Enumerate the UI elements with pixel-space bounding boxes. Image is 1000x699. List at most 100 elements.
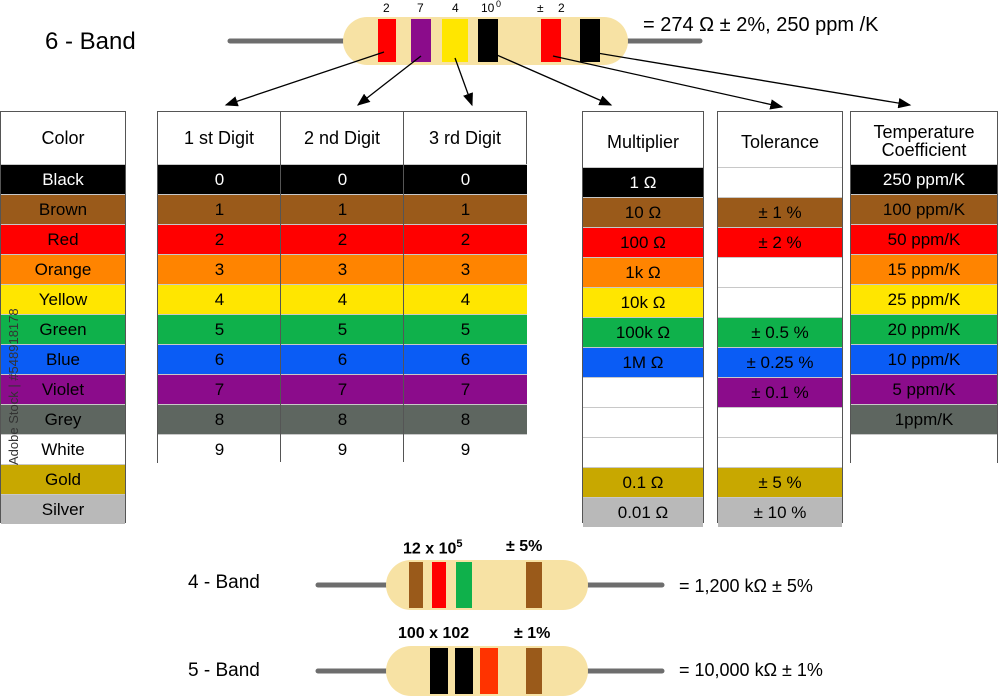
multiplier-header: Multiplier: [606, 132, 680, 152]
six-band-resistor-diagram: 2 7 4 10 0 ± 2: [224, 0, 912, 110]
band-2-black: [455, 648, 473, 694]
temperature-header: Temperature Coefficient: [851, 112, 997, 164]
four-band-code-exponent: 5: [456, 538, 463, 550]
four-band-formula: = 1,200 kΩ ± 5%: [679, 576, 813, 596]
band-4-brown: [526, 648, 542, 694]
color-header: Color: [41, 128, 85, 148]
digit-cell-white: 9: [158, 434, 281, 464]
temperature-row-yellow: 25 ppm/K: [851, 284, 997, 314]
tolerance-row-brown: ± 1 %: [718, 197, 842, 227]
color-row-red: Red: [1, 224, 125, 254]
band-1-black: [430, 648, 448, 694]
watermark-text: Adobe Stock | #548918178: [6, 308, 21, 465]
band-6-black: [580, 19, 600, 62]
band-label-3: 4: [452, 1, 459, 15]
band-1-brown: [409, 562, 423, 608]
color-row-gold: Gold: [1, 464, 125, 494]
band-label-2: 7: [417, 1, 424, 15]
digit-cell-white: 9: [404, 434, 527, 464]
digit-cell-white: 9: [281, 434, 404, 464]
band-1-red: [378, 19, 396, 62]
band-3-yellow: [442, 19, 468, 62]
digit-cell-grey: 8: [158, 404, 281, 434]
five-band-formula: = 10,000 kΩ ± 1%: [679, 660, 823, 680]
band-label-5: ±: [537, 1, 544, 15]
tolerance-row-black: [718, 167, 842, 197]
digit-cell-yellow: 4: [404, 284, 527, 314]
band-label-1: 2: [383, 1, 390, 15]
digit-cell-black: 0: [404, 164, 527, 194]
digit-cell-brown: 1: [281, 194, 404, 224]
digit-cell-black: 0: [281, 164, 404, 194]
column-divider: [280, 112, 281, 462]
digit-cell-yellow: 4: [158, 284, 281, 314]
third-digit-header: 3 rd Digit: [428, 128, 502, 148]
four-band-tolerance-code: ± 5%: [506, 538, 543, 555]
color-row-orange: Orange: [1, 254, 125, 284]
digit-cell-green: 5: [158, 314, 281, 344]
temperature-header-line1: Temperature: [873, 122, 975, 142]
band-label-4-exponent: 0: [496, 0, 501, 9]
tolerance-row-violet: ± 0.1 %: [718, 377, 842, 407]
six-band-formula: = 274 Ω ± 2%, 250 ppm /K: [643, 14, 879, 36]
temperature-row-grey: 1ppm/K: [851, 404, 997, 434]
digit-cell-grey: 8: [404, 404, 527, 434]
temperature-row-violet: 5 ppm/K: [851, 374, 997, 404]
band-4-black: [478, 19, 498, 62]
digit-cell-orange: 3: [158, 254, 281, 284]
tolerance-row-red: ± 2 %: [718, 227, 842, 257]
band-3-orange-red: [480, 648, 498, 694]
five-band-code: 100 x 102: [398, 625, 470, 642]
five-band-label: 5 - Band: [188, 660, 260, 681]
digit-cell-black: 0: [158, 164, 281, 194]
multiplier-column: Multiplier 1 Ω 10 Ω 100 Ω 1k Ω 10k Ω 100k Ω 1M…: [582, 111, 704, 527]
color-column: Color Black Brown Red Orange Yellow Green Blue…: [0, 111, 126, 524]
multiplier-row-blue: 1M Ω: [583, 347, 703, 377]
four-band-code-main: 12 x 10: [403, 540, 457, 558]
digit-cell-violet: 7: [281, 374, 404, 404]
color-row-white: White: [1, 434, 125, 464]
digit-cell-violet: 7: [404, 374, 527, 404]
five-band-resistor-diagram: [315, 646, 665, 696]
tolerance-row-orange: [718, 257, 842, 287]
color-row-black: Black: [1, 164, 125, 194]
color-row-brown: Brown: [1, 194, 125, 224]
temperature-row-green: 20 ppm/K: [851, 314, 997, 344]
temperature-row-brown: 100 ppm/K: [851, 194, 997, 224]
digit-cell-blue: 6: [281, 344, 404, 374]
multiplier-row-violet: [583, 377, 703, 407]
band-5-red: [541, 19, 561, 62]
temperature-header-line2: Coefficient: [881, 140, 967, 160]
tolerance-row-blue: ± 0.25 %: [718, 347, 842, 377]
diagram-title: 6 - Band: [45, 28, 136, 55]
tolerance-row-green: ± 0.5 %: [718, 317, 842, 347]
tolerance-row-silver: ± 10 %: [718, 497, 842, 527]
multiplier-row-gold: 0.1 Ω: [583, 467, 703, 497]
digit-cell-red: 2: [404, 224, 527, 254]
multiplier-row-orange: 1k Ω: [583, 257, 703, 287]
digit-cell-yellow: 4: [281, 284, 404, 314]
multiplier-row-brown: 10 Ω: [583, 197, 703, 227]
band-3-green: [456, 562, 472, 608]
color-row-blue: Blue: [1, 344, 125, 374]
pointer-arrows: [224, 51, 912, 110]
digit-cell-brown: 1: [158, 194, 281, 224]
color-row-violet: Violet: [1, 374, 125, 404]
tolerance-header: Tolerance: [740, 132, 820, 152]
color-row-green: Green: [1, 314, 125, 344]
color-row-yellow: Yellow: [1, 284, 125, 314]
color-row-silver: Silver: [1, 494, 125, 524]
second-digit-header: 2 nd Digit: [303, 128, 381, 148]
multiplier-row-yellow: 10k Ω: [583, 287, 703, 317]
multiplier-row-grey: [583, 407, 703, 437]
four-band-code: 12 x 105: [403, 538, 463, 558]
temperature-row-blue: 10 ppm/K: [851, 344, 997, 374]
tolerance-column: Tolerance ± 1 % ± 2 % ± 0.5 % ± 0.25 % ± 0.1…: [717, 111, 843, 527]
multiplier-row-white: [583, 437, 703, 467]
temperature-row-white: [851, 434, 997, 464]
digit-cell-orange: 3: [404, 254, 527, 284]
tolerance-row-gold: ± 5 %: [718, 467, 842, 497]
digit-cell-violet: 7: [158, 374, 281, 404]
band-label-4: 10: [481, 1, 495, 15]
digit-cell-red: 2: [158, 224, 281, 254]
